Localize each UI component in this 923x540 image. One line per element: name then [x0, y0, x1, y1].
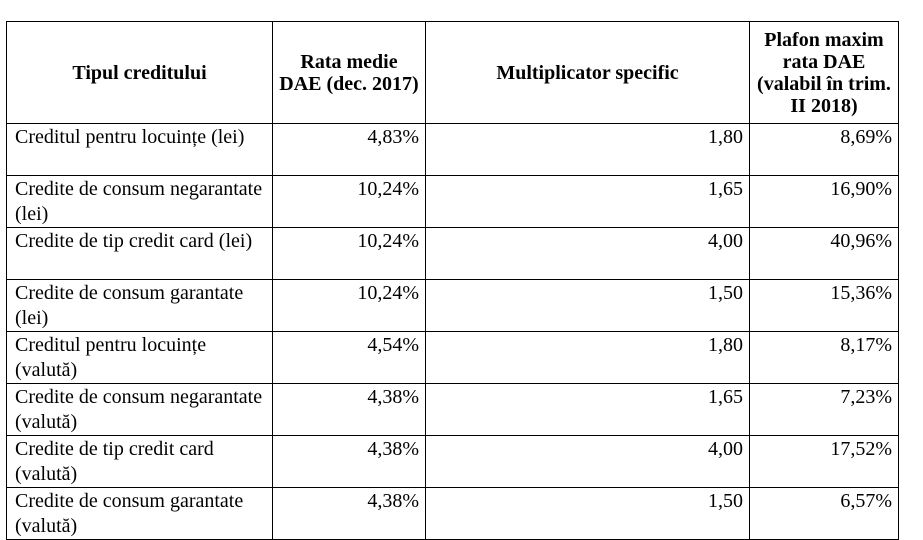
average-rate-cell: 4,38%	[272, 383, 426, 436]
table-row: Credite de tip credit card (valută) 4,38…	[6, 435, 899, 488]
table-row: Credite de tip credit card (lei) 10,24% …	[6, 227, 899, 280]
credit-rates-table: Tipul creditului Rata medie DAE (dec. 20…	[6, 21, 899, 540]
average-rate-cell: 10,24%	[272, 227, 426, 280]
table-row: Creditul pentru locuințe (lei) 4,83% 1,8…	[6, 123, 899, 176]
header-multiplier: Multiplicator specific	[425, 21, 750, 124]
credit-type-cell: Creditul pentru locuințe (lei)	[6, 123, 273, 176]
max-cap-cell: 17,52%	[749, 435, 899, 488]
credit-type-cell: Credite de tip credit card (lei)	[6, 227, 273, 280]
max-cap-cell: 15,36%	[749, 279, 899, 332]
average-rate-cell: 4,83%	[272, 123, 426, 176]
average-rate-cell: 10,24%	[272, 175, 426, 228]
multiplier-cell: 4,00	[425, 435, 750, 488]
header-max-cap: Plafon maxim rata DAE (valabil în trim. …	[749, 21, 899, 124]
credit-type-cell: Credite de consum negarantate (valută)	[6, 383, 273, 436]
credit-type-cell: Creditul pentru locuințe (valută)	[6, 331, 273, 384]
table-row: Credite de consum negarantate (lei) 10,2…	[6, 175, 899, 228]
credit-type-cell: Credite de consum negarantate (lei)	[6, 175, 273, 228]
header-credit-type: Tipul creditului	[6, 21, 273, 124]
credit-type-cell: Credite de tip credit card (valută)	[6, 435, 273, 488]
multiplier-cell: 1,65	[425, 175, 750, 228]
multiplier-cell: 1,80	[425, 123, 750, 176]
max-cap-cell: 40,96%	[749, 227, 899, 280]
table-row: Credite de consum negarantate (valută) 4…	[6, 383, 899, 436]
table-row: Credite de consum garantate (lei) 10,24%…	[6, 279, 899, 332]
average-rate-cell: 4,38%	[272, 435, 426, 488]
credit-type-cell: Credite de consum garantate (lei)	[6, 279, 273, 332]
average-rate-cell: 10,24%	[272, 279, 426, 332]
multiplier-cell: 4,00	[425, 227, 750, 280]
average-rate-cell: 4,38%	[272, 487, 426, 540]
max-cap-cell: 6,57%	[749, 487, 899, 540]
credit-type-cell: Credite de consum garantate (valută)	[6, 487, 273, 540]
max-cap-cell: 7,23%	[749, 383, 899, 436]
table-row: Creditul pentru locuințe (valută) 4,54% …	[6, 331, 899, 384]
multiplier-cell: 1,80	[425, 331, 750, 384]
table-row: Credite de consum garantate (valută) 4,3…	[6, 487, 899, 540]
average-rate-cell: 4,54%	[272, 331, 426, 384]
header-average-rate: Rata medie DAE (dec. 2017)	[272, 21, 426, 124]
multiplier-cell: 1,65	[425, 383, 750, 436]
max-cap-cell: 16,90%	[749, 175, 899, 228]
max-cap-cell: 8,17%	[749, 331, 899, 384]
multiplier-cell: 1,50	[425, 487, 750, 540]
max-cap-cell: 8,69%	[749, 123, 899, 176]
table-header-row: Tipul creditului Rata medie DAE (dec. 20…	[6, 21, 899, 124]
multiplier-cell: 1,50	[425, 279, 750, 332]
